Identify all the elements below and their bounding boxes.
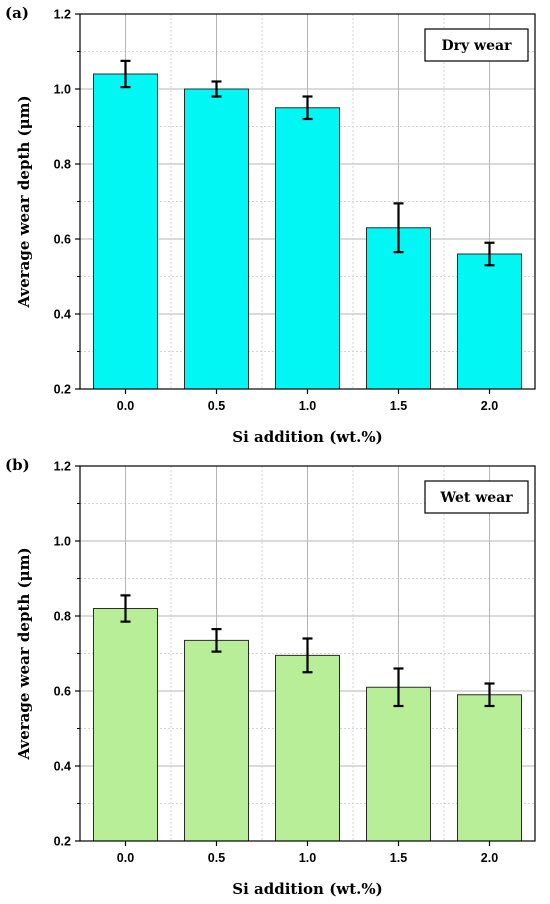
bar [275,107,340,390]
chart-b-svg: 0.2 0.4 0.6 0.8 1.0 1.2 0.0 0.5 1.0 1.5 2.0 Si addi… [5,456,536,898]
y-tick-label: 1.0 [54,83,71,97]
y-tick-label: 0.2 [54,383,71,397]
bar [93,608,158,842]
error-bar [302,95,313,121]
x-tick-label: 0.5 [208,399,225,413]
bar [184,88,249,390]
chart-panel-a: 0.2 0.4 0.6 0.8 1.0 1.2 0.0 0.5 1.0 1.5 2.0 Si addi… [5,4,536,446]
bar [457,694,522,842]
chart-b-x-axis-title: Si addition (wt.%) [232,880,382,898]
x-tick-label: 1.5 [390,399,407,413]
y-tick-label: 1.0 [54,535,71,549]
error-bar [211,80,222,98]
bar [457,253,522,390]
chart-b-panel-label: (b) [5,456,30,474]
chart-b-y-axis-title: Average wear depth (μm) [15,547,33,760]
y-tick-label: 1.2 [54,460,71,474]
x-tick-label: 1.5 [390,851,407,865]
y-tick-label: 0.2 [54,835,71,849]
x-tick-label: 0.0 [117,851,134,865]
error-bar [484,682,495,708]
error-bar [120,594,131,623]
bar [184,639,249,842]
legend-box [424,28,529,62]
chart-b-legend: Wet wear [424,480,529,514]
y-tick-label: 0.6 [54,233,71,247]
chart-a-panel-label: (a) [5,4,29,22]
error-bar [302,637,313,674]
chart-a-svg: 0.2 0.4 0.6 0.8 1.0 1.2 0.0 0.5 1.0 1.5 2.0 Si addi… [5,4,536,446]
y-tick-label: 0.4 [54,308,71,322]
chart-a-x-axis-title: Si addition (wt.%) [232,428,382,446]
chart-a-y-axis-title: Average wear depth (μm) [15,95,33,308]
y-tick-label: 0.8 [54,610,71,624]
y-tick-label: 1.2 [54,8,71,22]
x-tick-label: 1.0 [299,399,316,413]
x-tick-label: 2.0 [481,851,498,865]
bar [275,654,340,842]
y-tick-label: 0.6 [54,685,71,699]
bar [93,73,158,390]
chart-panel-b: 0.2 0.4 0.6 0.8 1.0 1.2 0.0 0.5 1.0 1.5 2.0 Si addi… [0,452,550,904]
legend-label: Wet wear [439,490,513,506]
x-tick-label: 0.5 [208,851,225,865]
error-bar [393,667,404,708]
y-tick-label: 0.4 [54,760,71,774]
x-tick-label: 2.0 [481,399,498,413]
error-bar [484,241,495,267]
error-bar [393,202,404,254]
legend-box [424,480,529,514]
error-bar [120,59,131,89]
legend-label: Dry wear [442,38,513,54]
bar [366,227,431,390]
x-tick-label: 0.0 [117,399,134,413]
x-tick-label: 1.0 [299,851,316,865]
bar [366,686,431,842]
chart-a-legend: Dry wear [424,28,529,62]
error-bar [211,628,222,653]
y-tick-label: 0.8 [54,158,71,172]
